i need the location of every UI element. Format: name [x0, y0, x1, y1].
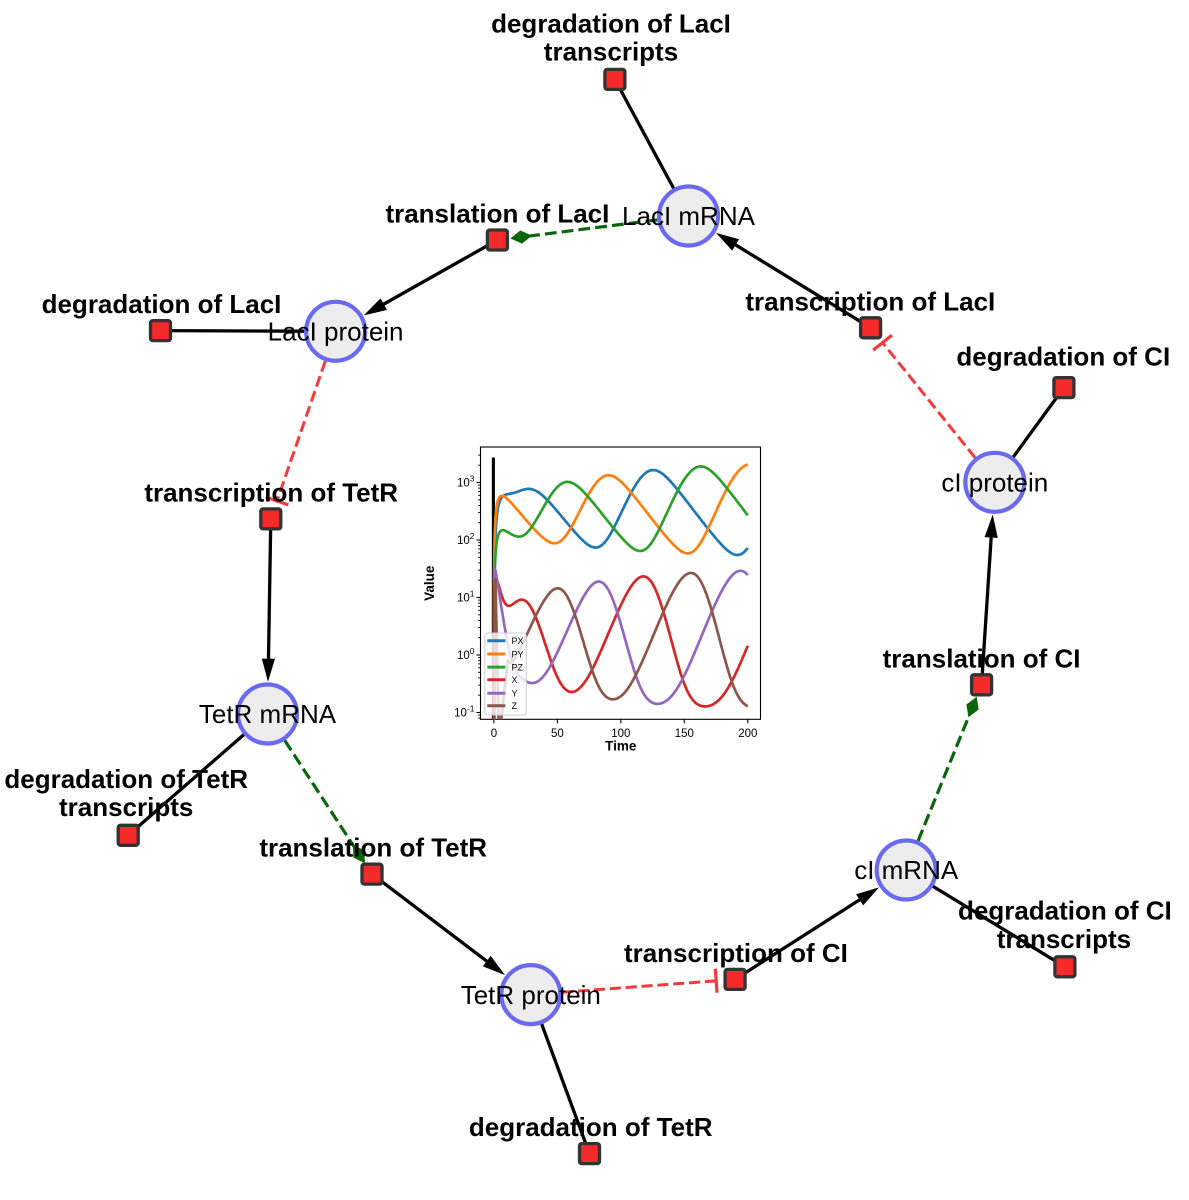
svg-text:degradation of CI: degradation of CI: [958, 895, 1172, 925]
svg-text:translation of LacI: translation of LacI: [385, 199, 609, 229]
svg-text:PX: PX: [512, 636, 524, 646]
svg-text:PY: PY: [512, 649, 524, 659]
svg-text:Time: Time: [605, 739, 637, 754]
svg-text:transcripts: transcripts: [997, 924, 1131, 954]
svg-text:degradation of TetR: degradation of TetR: [4, 764, 248, 794]
svg-text:transcription of CI: transcription of CI: [624, 938, 848, 968]
svg-text:Value: Value: [422, 565, 437, 601]
svg-text:X: X: [512, 675, 518, 685]
svg-text:Z: Z: [512, 701, 518, 711]
svg-text:Y: Y: [512, 689, 518, 699]
svg-text:transcription of TetR: transcription of TetR: [144, 477, 398, 507]
svg-text:TetR protein: TetR protein: [461, 980, 601, 1010]
svg-text:degradation of LacI: degradation of LacI: [491, 8, 731, 38]
svg-text:200: 200: [738, 728, 757, 740]
svg-text:translation of CI: translation of CI: [883, 643, 1081, 673]
svg-text:transcripts: transcripts: [59, 792, 193, 822]
svg-text:transcription of LacI: transcription of LacI: [745, 286, 995, 316]
svg-text:degradation of CI: degradation of CI: [956, 342, 1170, 372]
svg-text:LacI mRNA: LacI mRNA: [622, 201, 756, 231]
svg-text:100: 100: [611, 728, 630, 740]
svg-text:translation of TetR: translation of TetR: [259, 833, 487, 863]
svg-text:degradation of TetR: degradation of TetR: [469, 1112, 713, 1142]
svg-text:TetR mRNA: TetR mRNA: [199, 699, 337, 729]
svg-text:cI mRNA: cI mRNA: [854, 855, 959, 885]
svg-text:50: 50: [551, 728, 564, 740]
svg-text:PZ: PZ: [512, 663, 524, 673]
svg-text:150: 150: [675, 728, 694, 740]
svg-text:cI protein: cI protein: [941, 468, 1048, 498]
svg-text:0: 0: [491, 728, 497, 740]
svg-text:transcripts: transcripts: [544, 36, 678, 66]
svg-text:degradation of LacI: degradation of LacI: [42, 289, 282, 319]
svg-text:LacI protein: LacI protein: [268, 317, 404, 347]
